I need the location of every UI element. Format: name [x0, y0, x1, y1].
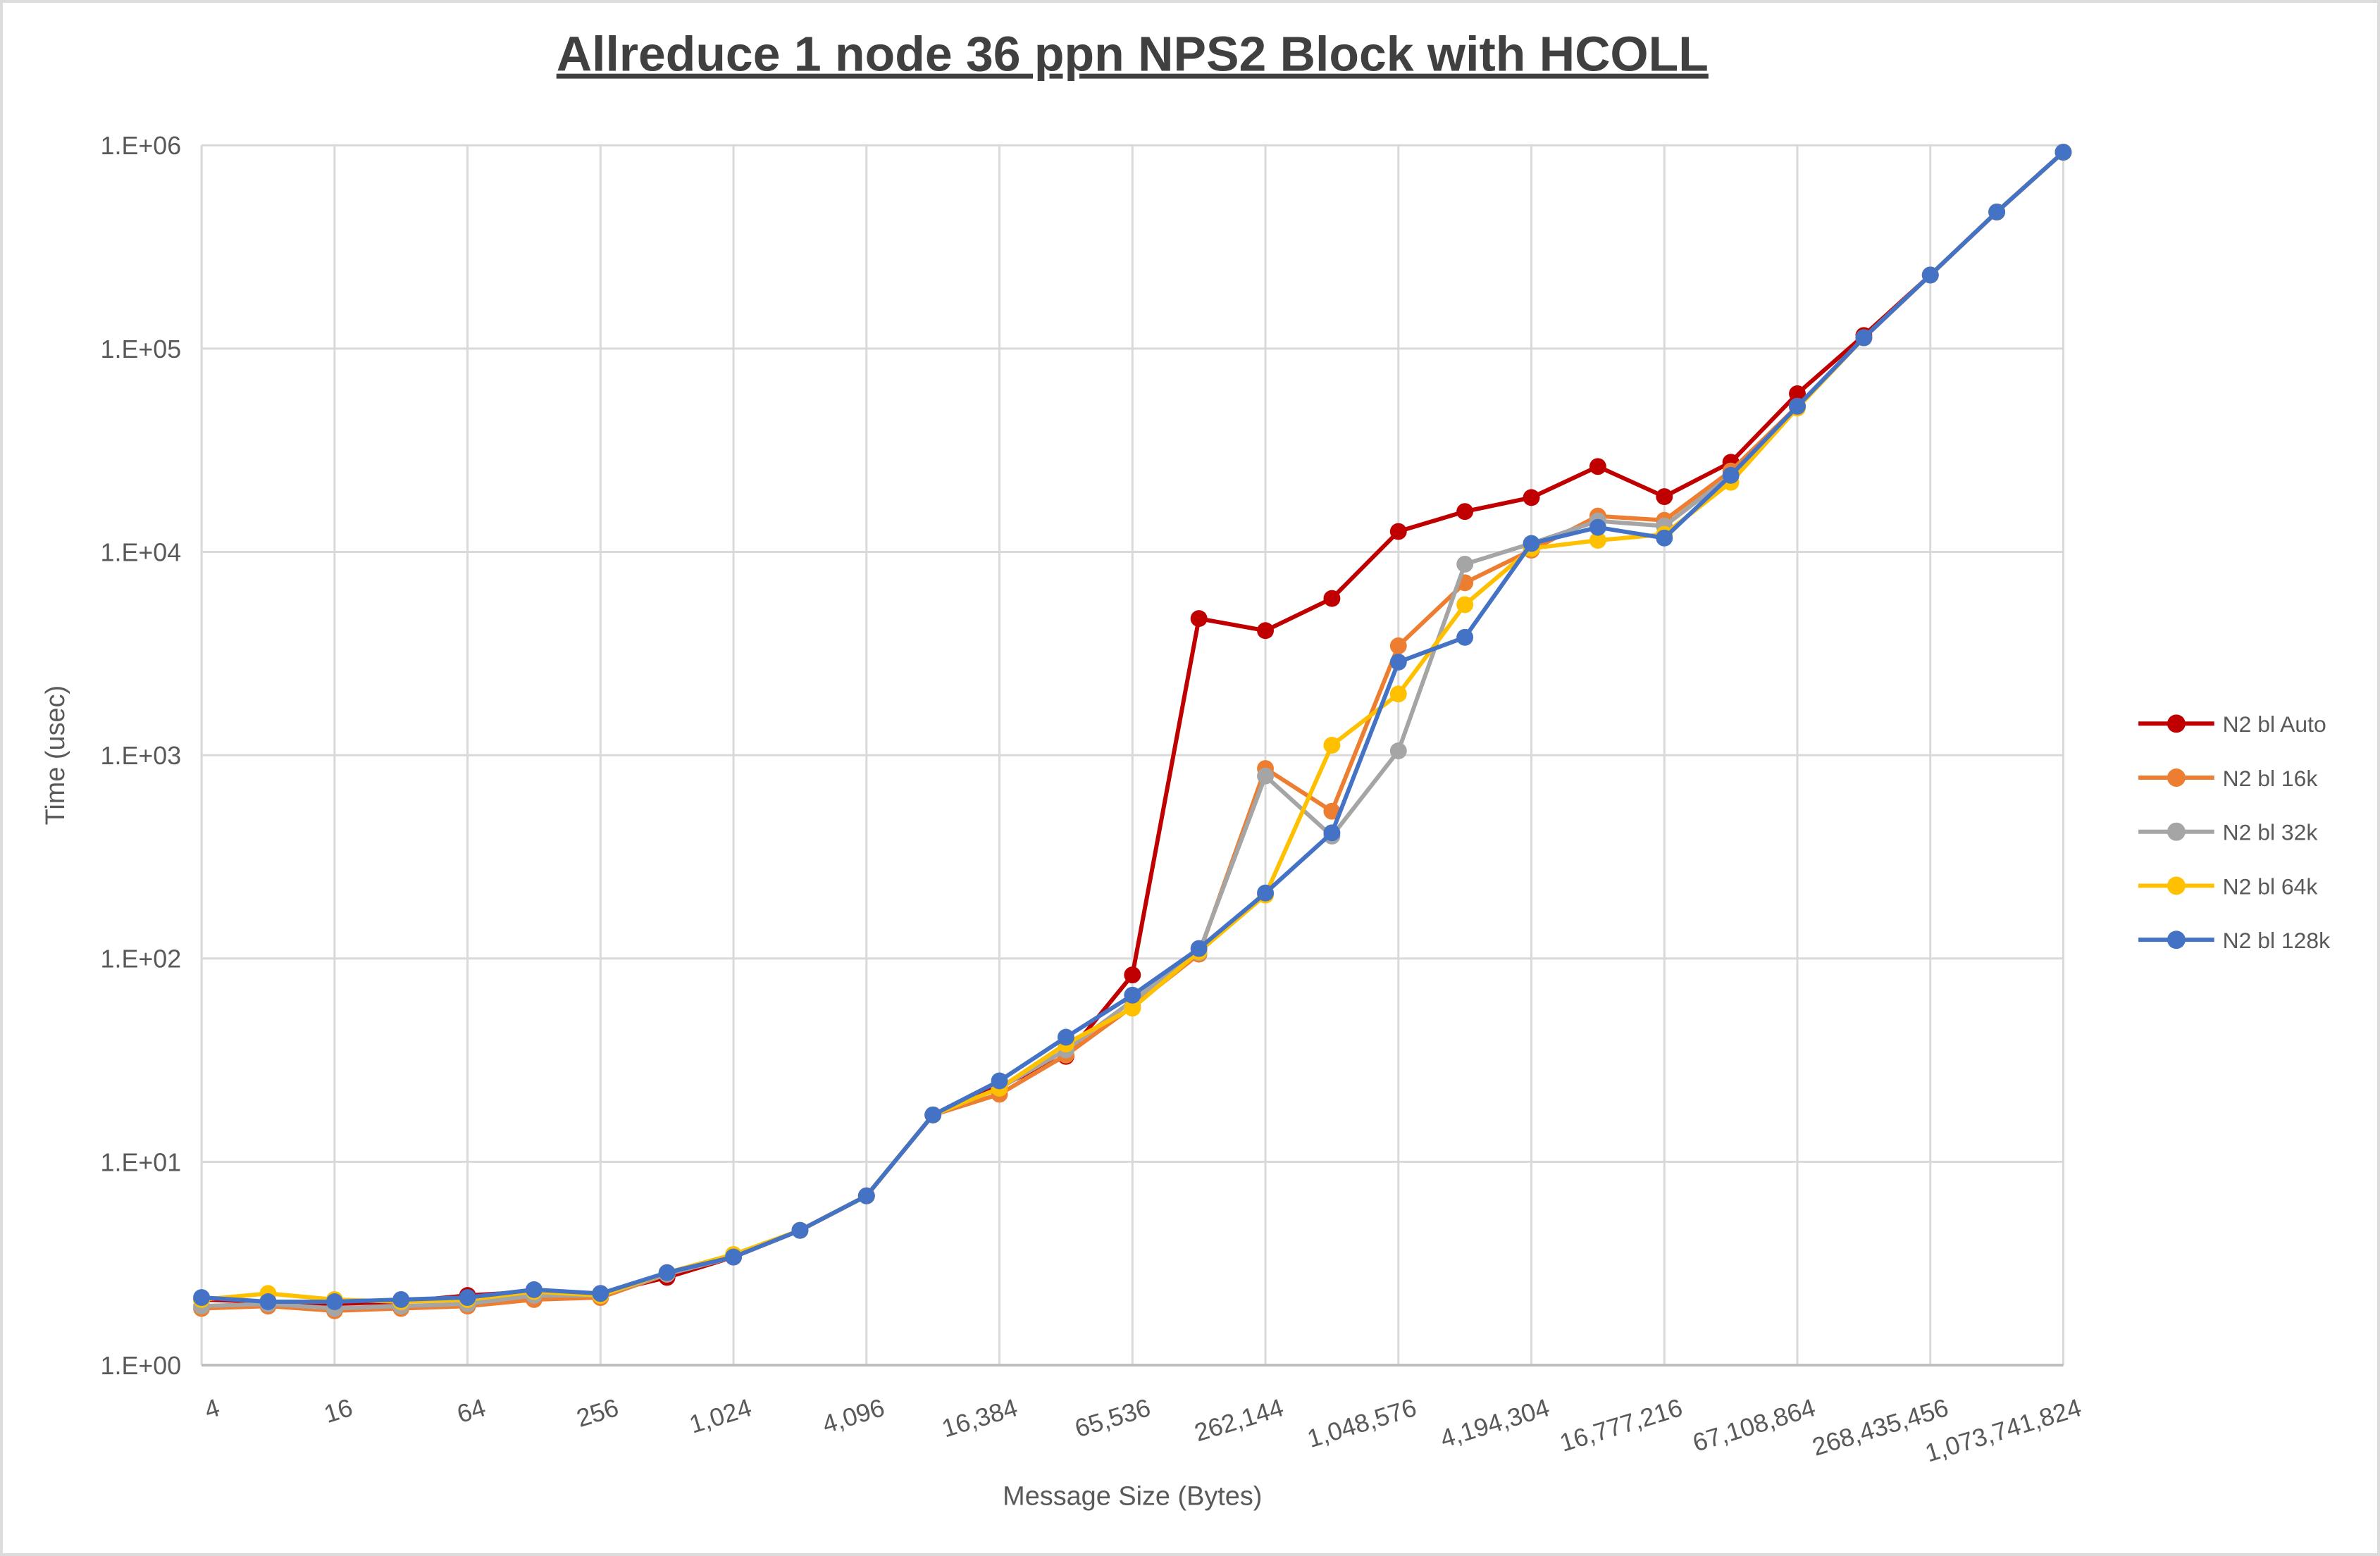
data-point: [1257, 622, 1274, 640]
y-axis-tick-labels: 1.E+00 1.E+01 1.E+02 1.E+03 1.E+04 1.E+05 1.E+…: [101, 132, 182, 1380]
series-lines: [193, 144, 2072, 1319]
data-point: [193, 1289, 211, 1306]
data-point: [592, 1285, 609, 1302]
data-point: [1988, 203, 2006, 220]
data-point: [1190, 940, 1208, 957]
data-point: [1323, 802, 1341, 820]
y-tick-label: 1.E+05: [101, 335, 182, 363]
legend-label: N2 bl 32k: [2223, 820, 2318, 845]
data-point: [1656, 529, 1673, 547]
y-tick-label: 1.E+02: [101, 945, 182, 973]
data-point: [1523, 535, 1540, 552]
x-tick-label: 67,108,864: [1690, 1393, 1818, 1457]
data-point: [1323, 824, 1341, 842]
data-point: [658, 1264, 676, 1281]
data-point: [1589, 458, 1606, 475]
x-tick-label: 262,144: [1191, 1393, 1287, 1447]
x-tick-label: 16,777,216: [1556, 1393, 1685, 1457]
x-tick-label: 64: [454, 1393, 489, 1429]
data-point: [525, 1281, 543, 1298]
data-point: [1323, 736, 1341, 754]
data-point: [459, 1289, 476, 1306]
data-point: [326, 1293, 343, 1310]
data-point: [791, 1221, 809, 1239]
x-tick-label: 65,536: [1072, 1393, 1154, 1443]
data-point: [1257, 884, 1274, 902]
data-point: [1389, 685, 1407, 703]
data-point: [725, 1248, 743, 1266]
gridlines: [200, 144, 2064, 1367]
legend-item-n2-bl-auto: N2 bl Auto: [2138, 711, 2326, 737]
data-point: [1456, 596, 1474, 614]
y-tick-label: 1.E+01: [101, 1148, 182, 1176]
data-point: [1257, 767, 1274, 785]
x-tick-label: 4,194,304: [1437, 1393, 1553, 1453]
legend-marker: [2167, 714, 2186, 733]
legend-marker: [2167, 931, 2186, 950]
x-tick-label: 256: [574, 1393, 622, 1433]
legend-item-n2-bl-16k: N2 bl 16k: [2138, 766, 2317, 791]
data-point: [1921, 266, 1939, 284]
legend-marker: [2167, 876, 2186, 895]
data-point: [1389, 523, 1407, 540]
chart-title: Allreduce 1 node 36 ppn NPS2 Block with …: [557, 27, 1709, 82]
data-point: [2054, 144, 2072, 161]
data-point: [1855, 329, 1873, 347]
data-point: [259, 1293, 277, 1310]
x-axis-title: Message Size (Bytes): [1003, 1481, 1262, 1511]
legend-label: N2 bl 64k: [2223, 873, 2318, 899]
legend-item-n2-bl-64k: N2 bl 64k: [2138, 873, 2317, 899]
data-point: [392, 1291, 410, 1308]
data-point: [1656, 488, 1673, 505]
x-tick-label: 16: [321, 1393, 356, 1429]
legend-marker: [2167, 822, 2186, 841]
legend-marker: [2167, 768, 2186, 787]
data-point: [1722, 466, 1740, 484]
data-point: [1589, 532, 1606, 549]
data-point: [1124, 986, 1141, 1004]
data-point: [991, 1072, 1008, 1090]
legend: N2 bl Auto N2 bl 16k N2 bl 32k N2 bl 64k N2 …: [2138, 711, 2330, 953]
x-tick-label: 4,096: [819, 1393, 888, 1438]
x-tick-label: 4: [202, 1393, 223, 1424]
data-point: [1124, 1000, 1141, 1017]
data-point: [1789, 397, 1806, 415]
data-point: [1589, 518, 1606, 536]
data-point: [1190, 610, 1208, 628]
x-tick-label: 1,024: [686, 1393, 755, 1438]
x-tick-label: 1,048,576: [1304, 1393, 1420, 1453]
data-point: [1789, 385, 1806, 402]
data-point: [1456, 628, 1474, 646]
data-point: [1057, 1028, 1074, 1046]
data-point: [1323, 590, 1341, 607]
data-point: [1523, 489, 1540, 506]
legend-item-n2-bl-128k: N2 bl 128k: [2138, 928, 2330, 953]
y-tick-label: 1.E+00: [101, 1352, 182, 1380]
allreduce-line-chart: 1.E+00 1.E+01 1.E+02 1.E+03 1.E+04 1.E+05 1.E+…: [41, 27, 2330, 1512]
x-tick-label: 16,384: [938, 1393, 1021, 1443]
y-axis-title: Time (usec): [41, 685, 70, 825]
data-point: [1456, 503, 1474, 521]
data-point: [857, 1187, 875, 1205]
data-point: [1389, 654, 1407, 671]
legend-label: N2 bl 128k: [2223, 928, 2330, 953]
y-tick-label: 1.E+04: [101, 538, 182, 566]
x-axis-tick-labels: 4 16 64 256 1,024 4,096 16,384 65,536 262,144 1,0…: [202, 1393, 2085, 1467]
legend-item-n2-bl-32k: N2 bl 32k: [2138, 820, 2317, 845]
y-tick-label: 1.E+06: [101, 132, 182, 160]
data-point: [1389, 637, 1407, 654]
data-point: [924, 1106, 942, 1124]
y-tick-label: 1.E+03: [101, 742, 182, 770]
data-point: [1124, 966, 1141, 984]
data-point: [1456, 555, 1474, 573]
legend-label: N2 bl 16k: [2223, 766, 2318, 791]
data-point: [1389, 742, 1407, 759]
legend-label: N2 bl Auto: [2223, 711, 2326, 737]
